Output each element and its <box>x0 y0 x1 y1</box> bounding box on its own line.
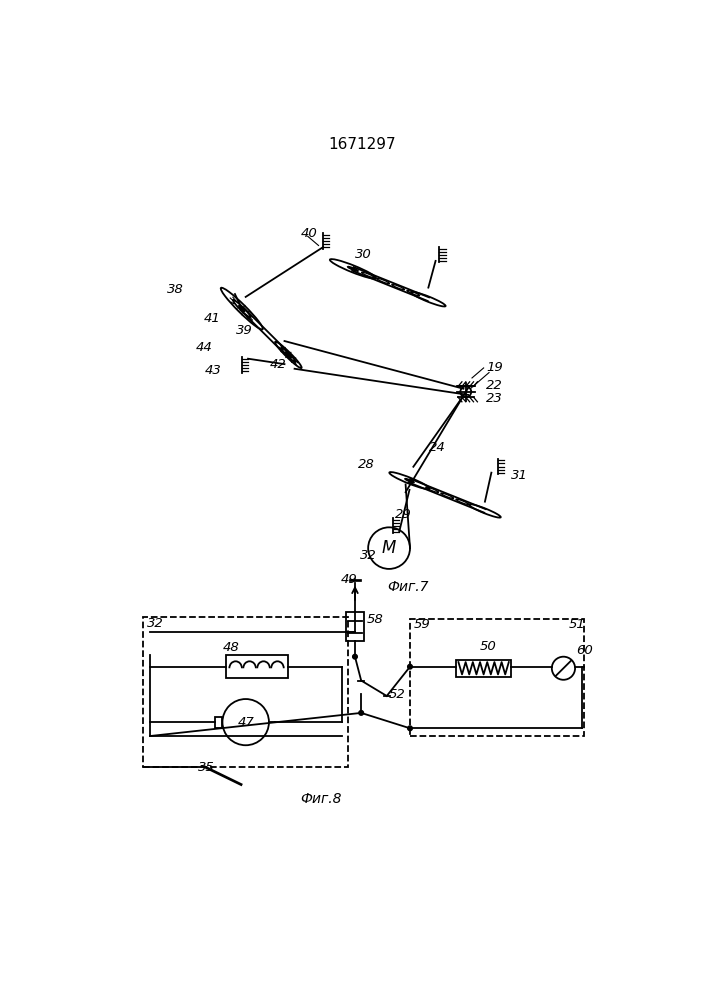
Text: 28: 28 <box>358 458 375 471</box>
Bar <box>143 617 348 767</box>
Text: 50: 50 <box>480 640 496 653</box>
Bar <box>226 655 288 678</box>
Text: 35: 35 <box>199 761 215 774</box>
Circle shape <box>408 664 412 669</box>
Text: 1671297: 1671297 <box>328 137 396 152</box>
Text: 60: 60 <box>577 644 593 657</box>
Text: 38: 38 <box>167 283 184 296</box>
Text: Фиг.7: Фиг.7 <box>387 580 428 594</box>
Text: 19: 19 <box>486 361 503 374</box>
Text: 24: 24 <box>429 441 446 454</box>
Text: M: M <box>382 539 396 557</box>
Text: 47: 47 <box>238 716 254 729</box>
Text: 23: 23 <box>486 392 503 405</box>
Text: 41: 41 <box>204 312 220 325</box>
Text: 29: 29 <box>395 508 411 521</box>
Text: 32: 32 <box>360 549 376 562</box>
Text: 22: 22 <box>486 379 503 392</box>
Text: 40: 40 <box>301 227 317 240</box>
Text: 52: 52 <box>389 688 406 700</box>
Text: 32: 32 <box>147 617 164 630</box>
Bar <box>456 660 511 677</box>
Text: 48: 48 <box>223 641 239 654</box>
Text: 30: 30 <box>355 248 372 261</box>
Text: 59: 59 <box>414 618 431 631</box>
Text: 49: 49 <box>341 573 358 586</box>
Circle shape <box>359 711 363 715</box>
Bar <box>215 717 223 728</box>
Text: 31: 31 <box>510 469 527 482</box>
Bar <box>410 619 585 736</box>
Bar <box>346 612 364 641</box>
Text: 39: 39 <box>235 324 252 337</box>
Text: 43: 43 <box>205 364 221 377</box>
Text: Фиг.8: Фиг.8 <box>300 792 341 806</box>
Text: 42: 42 <box>270 358 286 371</box>
Text: 51: 51 <box>569 618 585 631</box>
Text: 44: 44 <box>196 341 212 354</box>
Circle shape <box>353 654 357 659</box>
Circle shape <box>408 726 412 731</box>
Text: 58: 58 <box>367 613 383 626</box>
